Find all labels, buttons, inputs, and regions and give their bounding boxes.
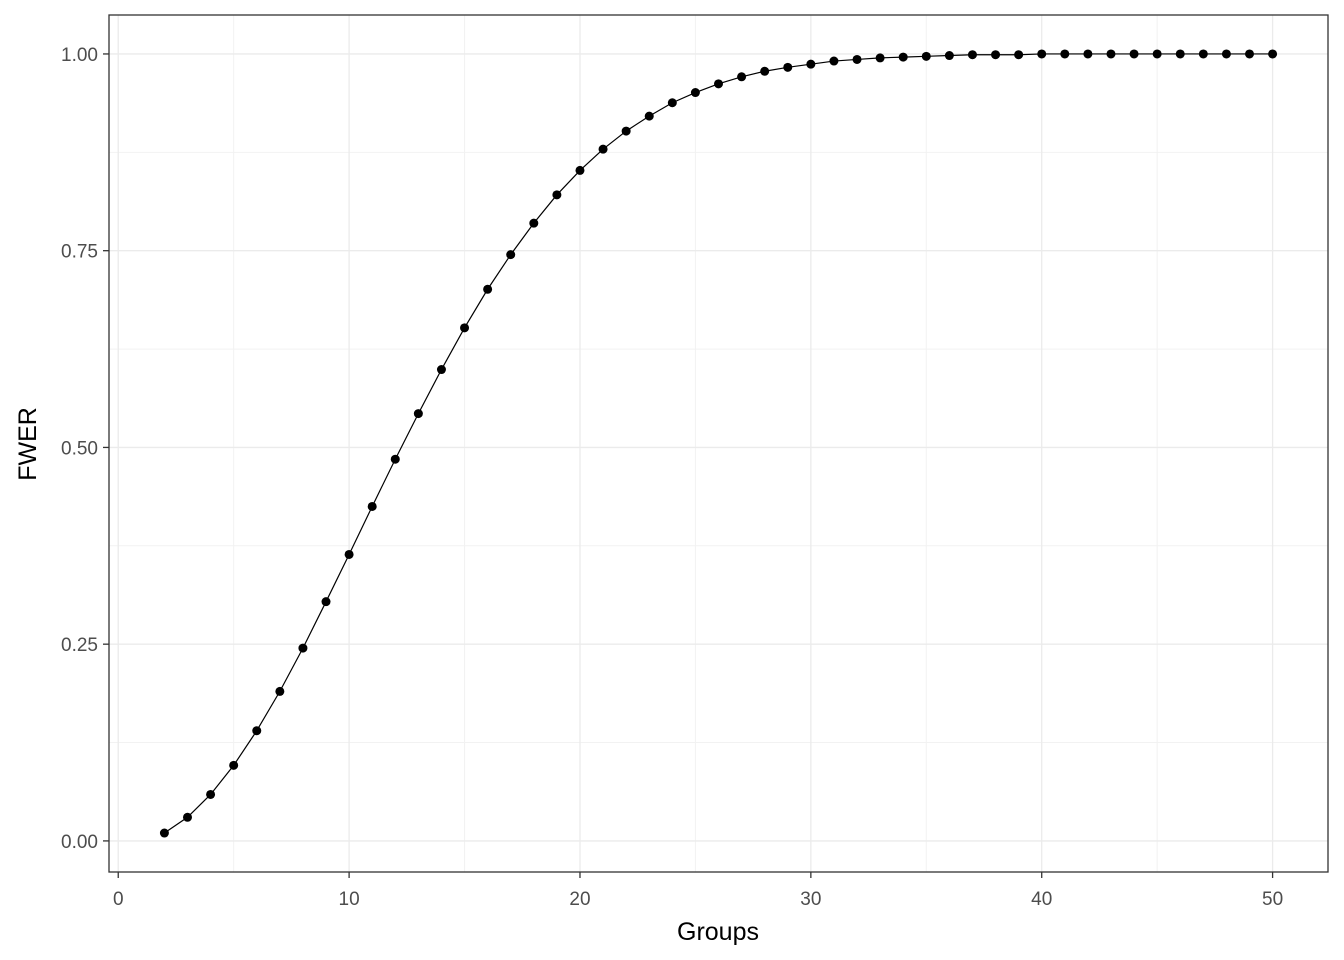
data-point <box>1268 49 1278 59</box>
data-point <box>1245 49 1255 59</box>
data-point <box>460 323 470 333</box>
data-point <box>1106 49 1116 59</box>
data-point <box>829 56 839 66</box>
data-point <box>275 686 285 696</box>
y-tick-label: 0.25 <box>61 635 98 656</box>
y-tick-label: 0.50 <box>61 438 98 459</box>
data-point <box>944 51 954 61</box>
data-point <box>898 52 908 62</box>
y-axis-title: FWER <box>14 407 42 481</box>
data-point <box>737 72 747 82</box>
data-point <box>413 409 423 419</box>
x-tick-label: 40 <box>1031 889 1052 910</box>
data-point <box>1083 49 1093 59</box>
x-tick-label: 30 <box>800 889 821 910</box>
data-point <box>298 643 308 653</box>
data-point <box>760 66 770 76</box>
data-point <box>367 501 377 511</box>
data-point <box>875 53 885 63</box>
data-point <box>506 250 516 260</box>
data-point <box>321 597 331 607</box>
data-point <box>598 144 608 154</box>
data-point <box>483 284 493 294</box>
data-point <box>344 549 354 559</box>
data-point <box>852 54 862 64</box>
data-point <box>1152 49 1162 59</box>
data-point <box>575 165 585 175</box>
data-point <box>621 126 631 136</box>
x-tick-label: 0 <box>113 889 124 910</box>
y-tick-label: 0.75 <box>61 242 98 263</box>
data-point <box>714 79 723 89</box>
data-point <box>1198 49 1208 59</box>
data-point <box>1037 49 1047 59</box>
data-point <box>206 789 216 799</box>
data-point <box>1129 49 1139 59</box>
data-point <box>182 812 192 822</box>
panel-border <box>108 14 1329 873</box>
data-point <box>159 828 169 838</box>
x-tick-label: 20 <box>569 889 590 910</box>
data-point <box>252 726 262 736</box>
y-tick-label: 0.00 <box>61 832 98 853</box>
x-axis-title: Groups <box>677 918 759 946</box>
data-point <box>229 760 239 770</box>
data-point <box>1014 50 1024 60</box>
data-point <box>436 365 446 375</box>
data-point <box>552 190 562 200</box>
y-tick-label: 1.00 <box>61 45 98 66</box>
data-point <box>529 218 539 228</box>
data-point <box>390 454 400 464</box>
data-point <box>806 59 816 69</box>
data-point <box>991 50 1001 60</box>
marks <box>159 49 1278 838</box>
data-point <box>783 62 793 72</box>
x-tick-label: 50 <box>1262 889 1283 910</box>
data-point <box>1221 49 1231 59</box>
data-point <box>1175 49 1185 59</box>
data-point <box>967 50 977 60</box>
data-point <box>1060 49 1070 59</box>
grid <box>109 15 1328 872</box>
x-tick-label: 10 <box>339 889 360 910</box>
data-point <box>921 51 931 61</box>
data-point <box>690 88 700 98</box>
data-point <box>644 111 654 121</box>
data-point <box>667 98 677 108</box>
